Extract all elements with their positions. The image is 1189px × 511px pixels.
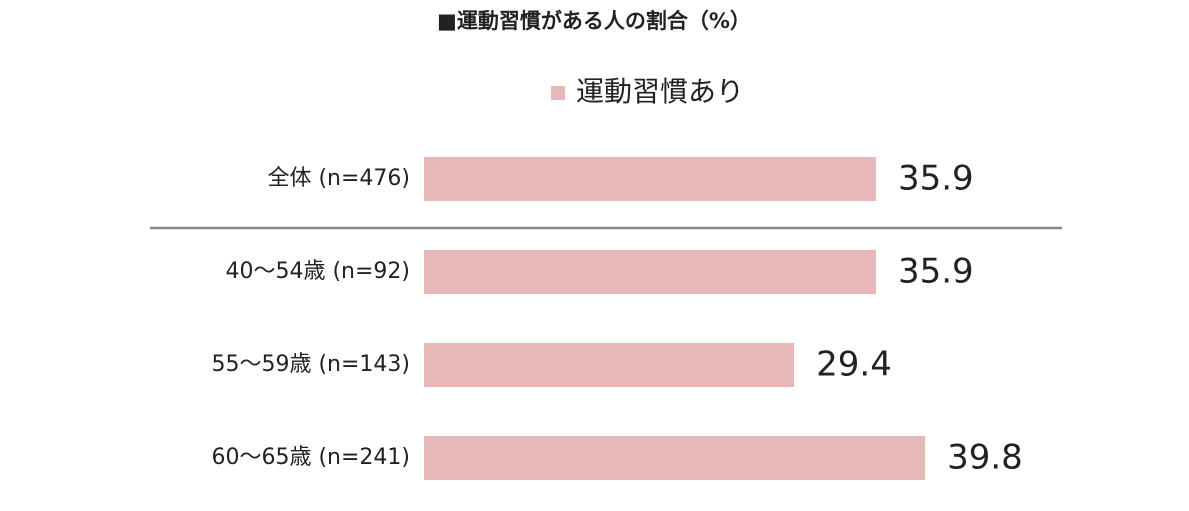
chart-title: ■運動習慣がある人の割合（%） — [437, 9, 751, 33]
value-label: 39.8 — [947, 438, 1023, 478]
bar — [424, 436, 926, 480]
legend-swatch — [551, 86, 565, 100]
bar — [424, 250, 876, 294]
value-label: 29.4 — [816, 345, 892, 385]
bar — [424, 343, 795, 387]
category-label: 55〜59歳 (n=143) — [211, 352, 410, 377]
value-label: 35.9 — [898, 252, 974, 292]
category-label: 60〜65歳 (n=241) — [211, 445, 410, 470]
legend-label: 運動習慣あり — [576, 75, 744, 108]
bar — [424, 157, 876, 201]
category-label: 全体 (n=476) — [267, 166, 410, 191]
value-label: 35.9 — [898, 159, 974, 199]
category-label: 40〜54歳 (n=92) — [225, 259, 410, 284]
